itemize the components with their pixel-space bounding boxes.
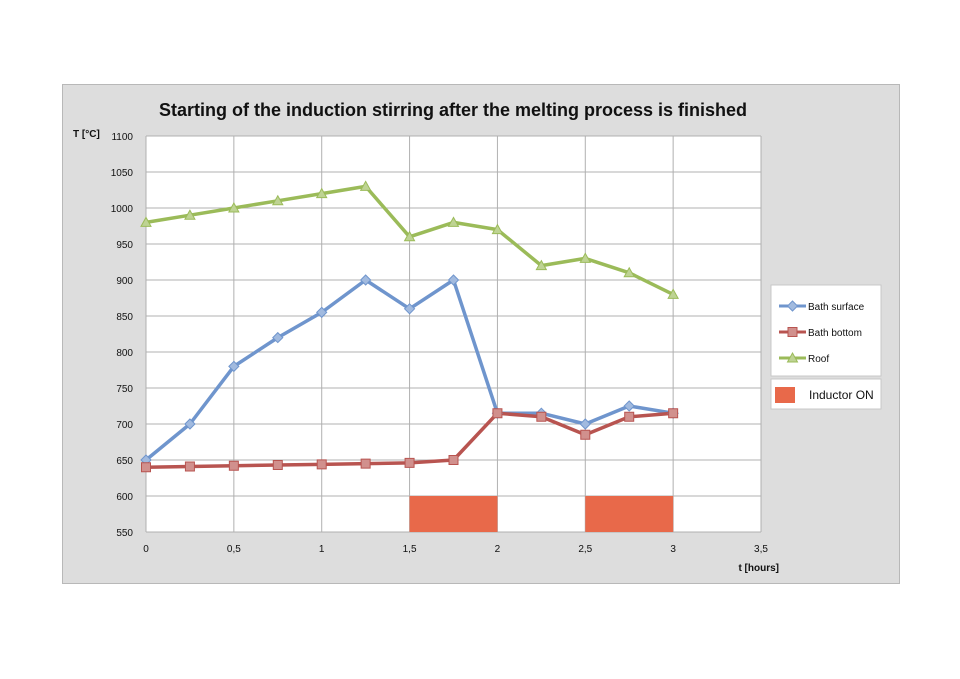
- x-axis-title: t [hours]: [738, 563, 779, 574]
- x-tick-label: 2: [495, 544, 501, 555]
- chart-area: Starting of the induction stirring after…: [62, 84, 900, 584]
- data-point-bath-surface: [228, 360, 240, 373]
- legend-label-bath-surface: Bath surface: [808, 302, 865, 313]
- y-tick-label: 850: [116, 312, 133, 323]
- x-tick-label: 1,5: [403, 544, 417, 555]
- data-point-bath-surface: [403, 303, 416, 315]
- data-point-roof: [403, 230, 416, 242]
- legend-label-roof: Roof: [808, 354, 829, 365]
- data-point-roof: [447, 216, 460, 227]
- data-point-bath-surface: [447, 274, 460, 286]
- plot-area: [146, 136, 761, 532]
- line-chart: Starting of the induction stirring after…: [73, 100, 882, 574]
- inductor-on-bar: [409, 496, 498, 532]
- x-tick-label: 1: [319, 544, 325, 555]
- x-tick-label: 0: [143, 544, 149, 555]
- y-tick-labels: 550 600 650 700 750 800 850 900 950 1000 1050 1100: [111, 132, 134, 539]
- data-point-roof: [623, 266, 636, 278]
- y-axis-title: T [°C]: [73, 129, 100, 140]
- data-point-bath-bottom: [580, 429, 591, 440]
- y-tick-label: 800: [116, 348, 133, 359]
- data-point-roof: [228, 201, 240, 213]
- data-point-bath-bottom: [184, 461, 195, 472]
- inductor-bars: [409, 496, 674, 532]
- x-tick-labels: 0 0,5 1 1,5 2 2,5 3 3,5: [143, 544, 768, 555]
- legend-marker-bath-surface: [786, 300, 799, 312]
- inductor-on-bar: [585, 496, 674, 532]
- y-tick-label: 600: [116, 492, 133, 503]
- data-point-bath-bottom: [492, 408, 503, 419]
- data-point-roof: [271, 194, 284, 206]
- y-tick-label: 1050: [111, 168, 134, 179]
- legend-item-bath-bottom: Bath bottom: [779, 327, 862, 339]
- data-point-roof: [315, 187, 328, 199]
- data-point-bath-bottom: [404, 457, 415, 468]
- data-point-roof: [491, 223, 504, 235]
- data-point-roof: [667, 288, 679, 299]
- legend-swatch-inductor-on: [775, 387, 795, 403]
- data-point-bath-surface: [316, 306, 328, 319]
- y-tick-label: 1000: [111, 204, 134, 215]
- legend-marker-bath-bottom: [787, 327, 798, 337]
- x-tick-label: 3,5: [754, 544, 768, 555]
- y-tick-label: 700: [116, 420, 133, 431]
- data-point-roof: [140, 216, 152, 227]
- data-point-bath-bottom: [448, 455, 459, 465]
- y-tick-label: 650: [116, 456, 133, 467]
- x-tick-label: 3: [670, 544, 676, 555]
- y-tick-label: 550: [116, 528, 133, 539]
- legend-label-inductor-on: Inductor ON: [809, 388, 874, 402]
- legend-item-roof: Roof: [779, 351, 829, 365]
- data-point-bath-bottom: [536, 411, 547, 422]
- y-tick-label: 950: [116, 240, 133, 251]
- chart-title: Starting of the induction stirring after…: [159, 100, 747, 120]
- data-point-roof: [359, 180, 372, 191]
- x-tick-label: 0,5: [227, 544, 241, 555]
- data-point-roof: [184, 209, 196, 220]
- legend-label-bath-bottom: Bath bottom: [808, 328, 862, 339]
- data-point-bath-bottom: [228, 460, 239, 471]
- data-point-bath-bottom: [141, 462, 151, 473]
- data-point-roof: [535, 259, 548, 271]
- legend-item-bath-surface: Bath surface: [779, 300, 865, 313]
- data-point-bath-bottom: [316, 459, 327, 470]
- data-point-bath-bottom: [624, 411, 635, 422]
- data-point-roof: [579, 252, 592, 263]
- data-point-bath-surface: [623, 400, 635, 412]
- y-tick-label: 1100: [111, 132, 133, 143]
- data-point-bath-surface: [359, 274, 372, 286]
- y-tick-label: 750: [116, 384, 133, 395]
- data-point-bath-surface: [272, 331, 284, 344]
- x-tick-label: 2,5: [578, 544, 592, 555]
- data-point-bath-bottom: [668, 408, 679, 419]
- data-point-bath-surface: [579, 418, 591, 430]
- data-point-bath-bottom: [360, 458, 371, 469]
- data-point-bath-bottom: [272, 460, 283, 471]
- legend-marker-roof: [786, 351, 799, 363]
- series-markers: [140, 180, 679, 473]
- data-point-bath-surface: [184, 418, 196, 430]
- y-tick-label: 900: [116, 276, 133, 287]
